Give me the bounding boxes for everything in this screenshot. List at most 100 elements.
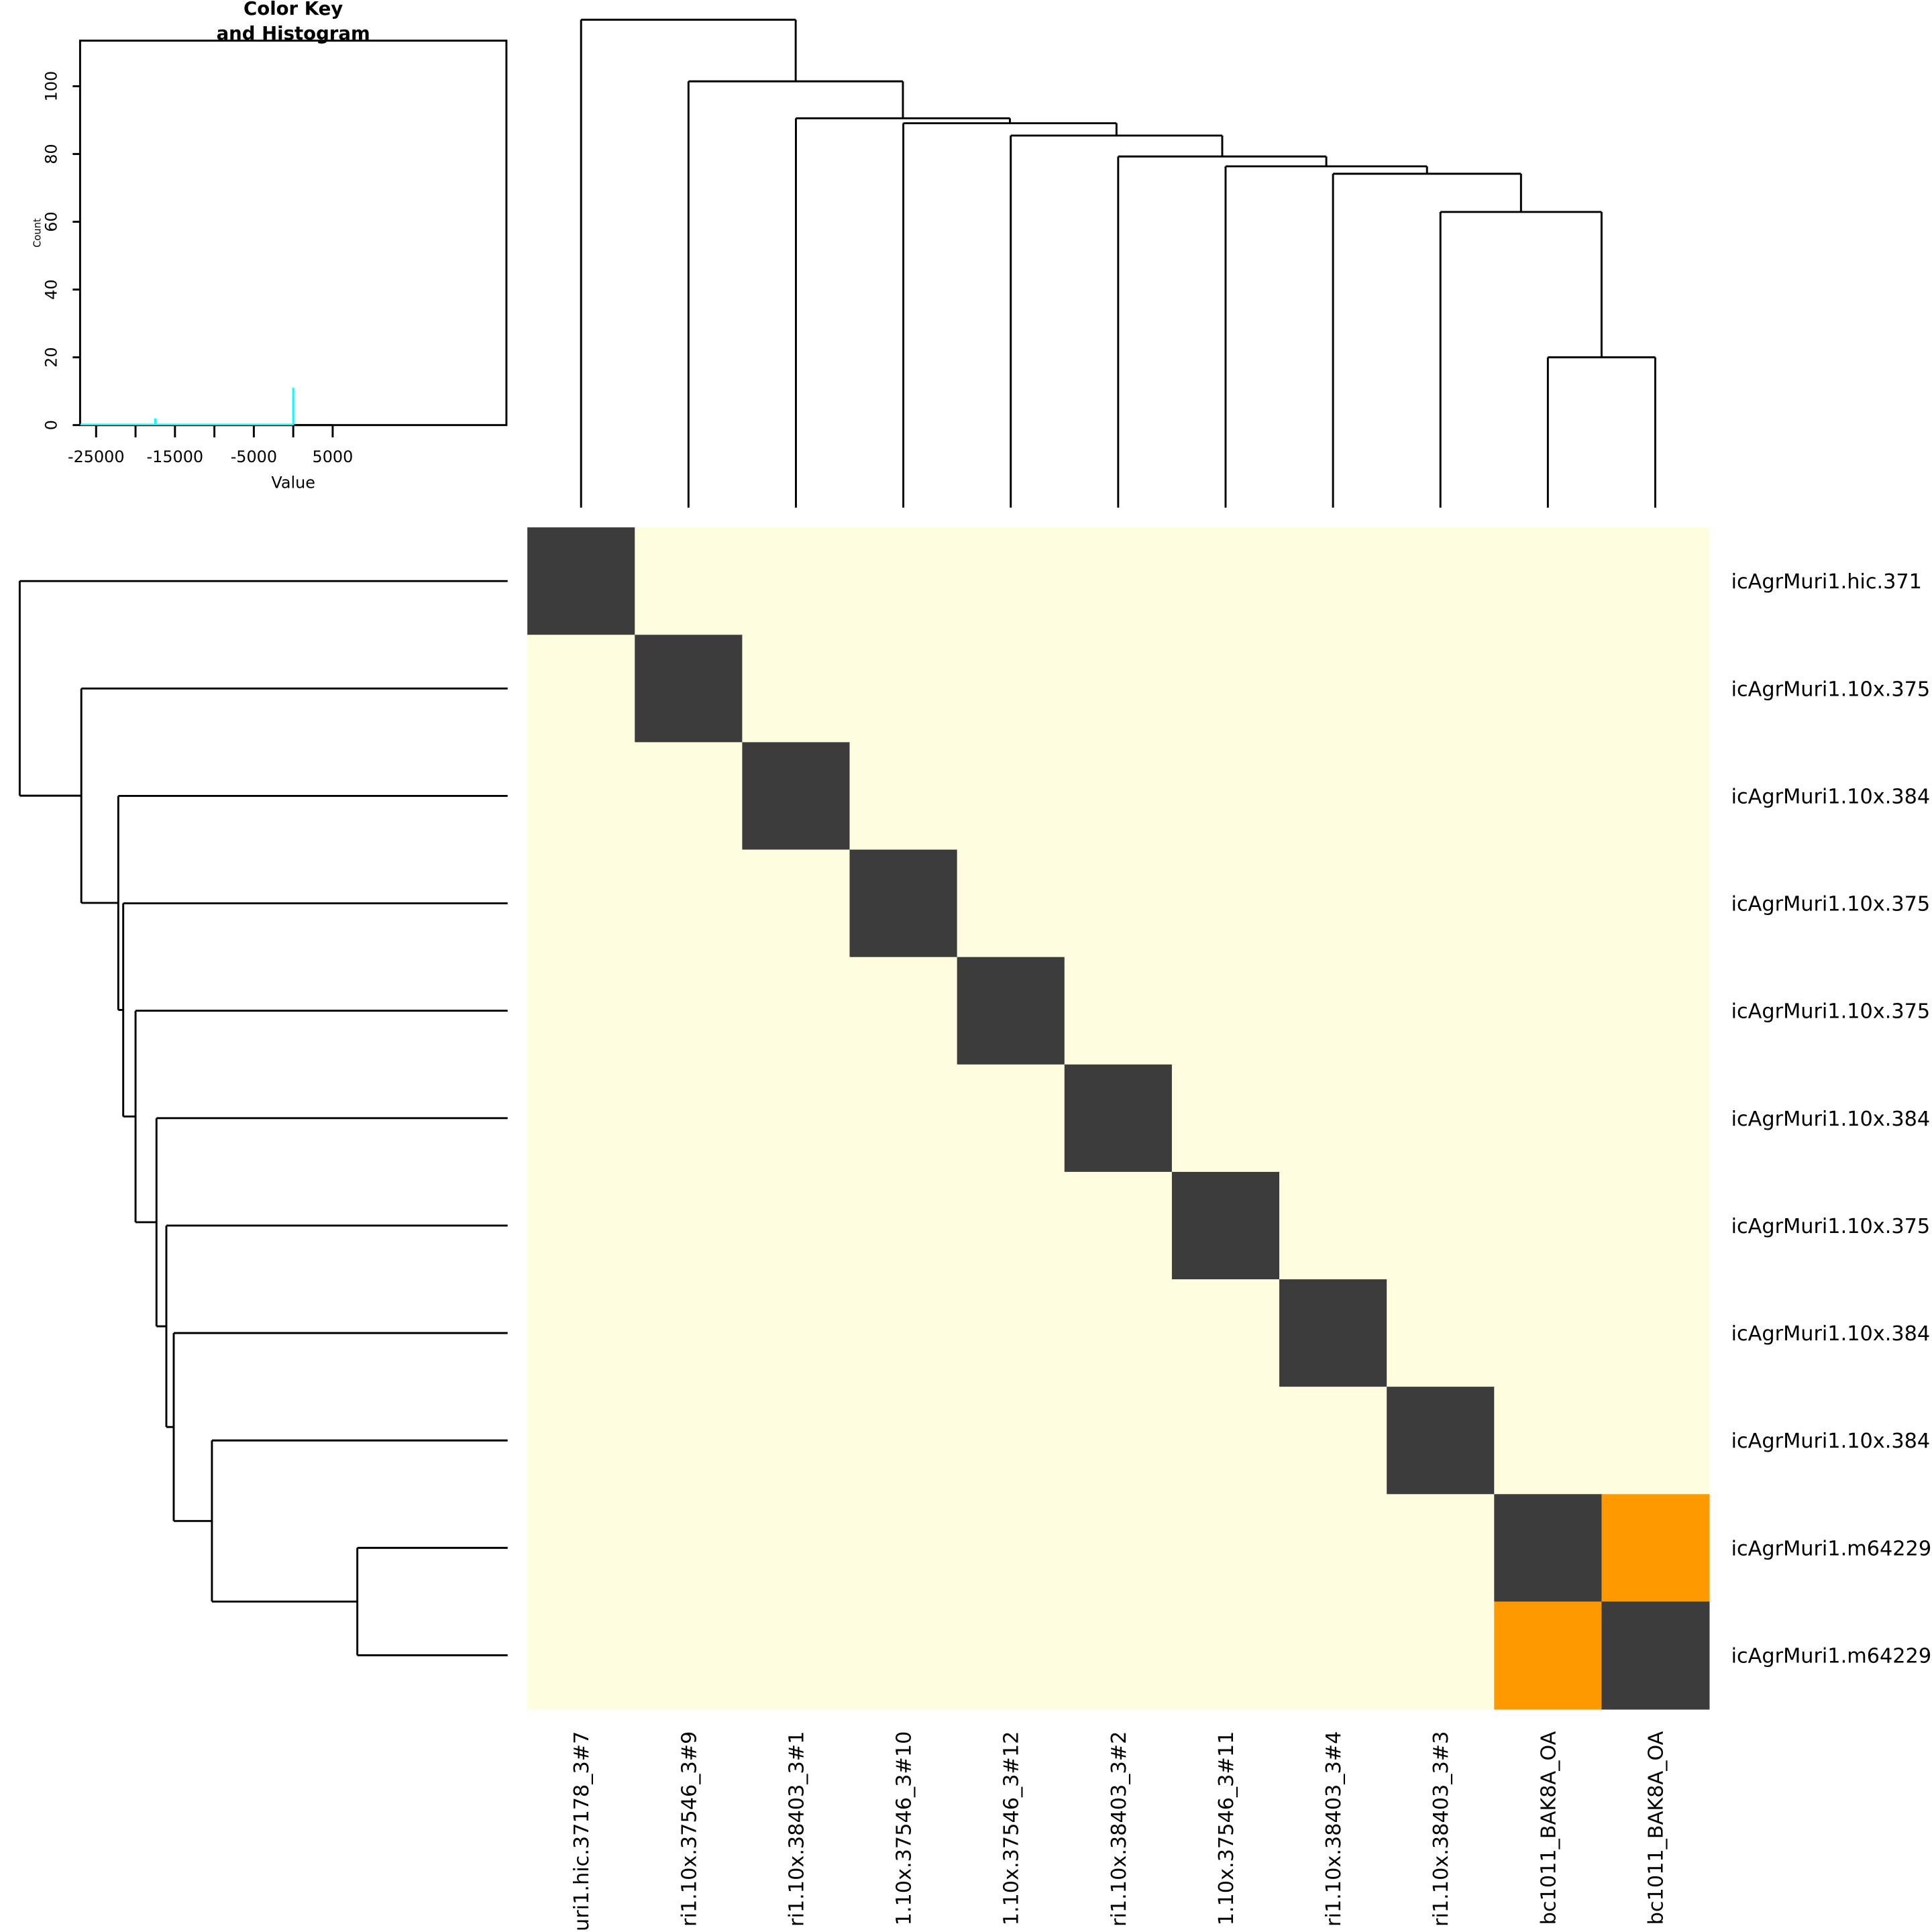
heatmap-cell xyxy=(1601,1279,1710,1388)
row-label: icAgrMuri1.m64229 xyxy=(1731,1537,1932,1560)
key-xlabel: Value xyxy=(271,473,315,492)
heatmap-cell xyxy=(527,742,636,851)
heatmap-cell xyxy=(1601,849,1710,958)
key-y-tick-label: 80 xyxy=(42,144,60,164)
heatmap-cell xyxy=(527,849,636,958)
heatmap-cell xyxy=(742,1171,851,1280)
column-label: bc1011_BAK8A_OA xyxy=(1645,1731,1668,1925)
heatmap-cell xyxy=(742,1064,851,1173)
heatmap-cell xyxy=(1064,742,1173,851)
heatmap-labels: icAgrMuri1.hic.371 icAgrMuri1.10x.375 icAg… xyxy=(570,570,1931,1931)
heatmap-cell xyxy=(1279,849,1388,958)
heatmap-cell xyxy=(957,635,1065,743)
row-label: icAgrMuri1.10x.375 xyxy=(1731,893,1931,916)
heatmap-cell xyxy=(1064,849,1173,958)
column-label: 1.10x.37546_3#10 xyxy=(893,1731,916,1926)
heatmap-cell xyxy=(1601,1601,1710,1710)
heatmap-cell xyxy=(742,1601,851,1710)
row-label: icAgrMuri1.10x.375 xyxy=(1731,1215,1931,1238)
heatmap-cell xyxy=(1064,1494,1173,1603)
heatmap-cell xyxy=(1279,635,1388,743)
heatmap-cell xyxy=(1064,957,1173,1065)
heatmap-cell xyxy=(1494,849,1603,958)
heatmap-cells xyxy=(527,527,1710,1710)
key-x-tick-label: 5000 xyxy=(313,447,354,466)
column-label: 1.10x.37546_3#12 xyxy=(1000,1731,1024,1926)
heatmap-cell xyxy=(1279,527,1388,636)
heatmap-cell xyxy=(1387,527,1495,636)
heatmap-cell xyxy=(1494,1387,1603,1495)
heatmap-cell xyxy=(1279,1279,1388,1388)
heatmap-cell xyxy=(1494,527,1603,636)
heatmap-cell xyxy=(1601,1494,1710,1603)
key-ylabel: Count xyxy=(32,218,44,248)
heatmap-cell xyxy=(849,1279,958,1388)
heatmap-cell xyxy=(527,635,636,743)
heatmap-cell xyxy=(849,957,958,1065)
heatmap-cell xyxy=(1064,1279,1173,1388)
heatmap-cell xyxy=(635,635,743,743)
heatmap-cell xyxy=(527,1387,636,1495)
heatmap-cell xyxy=(1171,849,1280,958)
heatmap-cell xyxy=(1279,1601,1388,1710)
heatmap-cell xyxy=(742,849,851,958)
heatmap-cell xyxy=(1387,1279,1495,1388)
key-x-tick-label: -15000 xyxy=(147,447,204,466)
key-y-tick-label: 20 xyxy=(42,347,60,367)
column-dendrogram xyxy=(580,18,1656,508)
heatmap-cell xyxy=(957,1279,1065,1388)
heatmap-cell xyxy=(742,527,851,636)
heatmap-cell xyxy=(635,1171,743,1280)
heatmap-cell xyxy=(635,1279,743,1388)
row-label: icAgrMuri1.10x.375 xyxy=(1731,678,1931,701)
heatmap-cell xyxy=(1064,1171,1173,1280)
heatmap-cell xyxy=(1064,527,1173,636)
row-dendrogram xyxy=(18,580,508,1656)
heatmap-cell xyxy=(1494,742,1603,851)
heatmap-cell xyxy=(1601,635,1710,743)
heatmap-cell xyxy=(957,1387,1065,1495)
heatmap-cell xyxy=(742,1279,851,1388)
heatmap-cell xyxy=(849,1171,958,1280)
heatmap-cell xyxy=(1279,1171,1388,1280)
row-label: icAgrMuri1.10x.384 xyxy=(1731,1322,1931,1346)
heatmap-cell xyxy=(849,1387,958,1495)
heatmap-cell xyxy=(1387,1601,1495,1710)
heatmap-cell xyxy=(1387,1064,1495,1173)
row-label: icAgrMuri1.10x.375 xyxy=(1731,1000,1931,1024)
column-label: ri1.10x.38403_3#2 xyxy=(1108,1731,1131,1927)
heatmap-cell xyxy=(1171,1494,1280,1603)
heatmap-cell xyxy=(957,957,1065,1065)
key-x-tick-label: -5000 xyxy=(231,447,277,466)
heatmap-cell xyxy=(849,742,958,851)
heatmap-cell xyxy=(1171,742,1280,851)
heatmap-cell xyxy=(1601,1387,1710,1495)
heatmap-cell xyxy=(849,635,958,743)
heatmap-cell xyxy=(1387,635,1495,743)
column-label: bc1011_BAK8A_OA xyxy=(1537,1731,1560,1925)
heatmap-cell xyxy=(1387,957,1495,1065)
heatmap-cell xyxy=(527,1601,636,1710)
heatmap-cell xyxy=(957,527,1065,636)
heatmap-cell xyxy=(1494,1171,1603,1280)
row-label: icAgrMuri1.hic.371 xyxy=(1731,570,1922,594)
heatmap-cell xyxy=(1387,1387,1495,1495)
heatmap-cell xyxy=(957,742,1065,851)
heatmap-cell xyxy=(635,849,743,958)
row-label: icAgrMuri1.10x.384 xyxy=(1731,1108,1931,1131)
column-label: ri1.10x.37546_3#9 xyxy=(678,1731,701,1927)
heatmap-cell xyxy=(1387,1494,1495,1603)
heatmap-cell xyxy=(1601,1064,1710,1173)
heatmap-cell xyxy=(849,849,958,958)
key-x-tick-label: -25000 xyxy=(68,447,125,466)
column-label: ri1.10x.38403_3#1 xyxy=(785,1731,808,1927)
heatmap-cell xyxy=(849,1064,958,1173)
heatmap-cell xyxy=(1387,742,1495,851)
heatmap-cell xyxy=(1494,957,1603,1065)
heatmap-cell xyxy=(742,1494,851,1603)
heatmap-cell xyxy=(1064,635,1173,743)
heatmap-cell xyxy=(742,635,851,743)
heatmap-cell xyxy=(1601,957,1710,1065)
heatmap-cell xyxy=(742,957,851,1065)
